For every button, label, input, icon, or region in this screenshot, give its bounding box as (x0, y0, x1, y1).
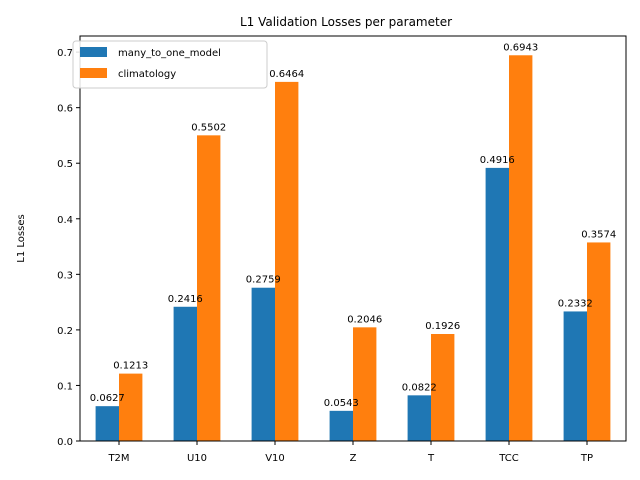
data-label: 0.0822 (402, 382, 437, 393)
y-axis: 0.0 0.1 0.2 0.3 0.4 0.5 0.6 0.7 (57, 48, 80, 448)
data-label: 0.2046 (347, 314, 382, 325)
bar-many_to_one_model-TP (563, 311, 587, 441)
x-tick-label: Z (350, 453, 357, 464)
bar-climatology-U10 (197, 135, 221, 442)
legend-label: climatology (118, 69, 176, 80)
bar-climatology-T2M (119, 373, 143, 441)
data-label: 0.4916 (480, 155, 515, 166)
data-label: 0.5502 (191, 122, 226, 133)
bar-many_to_one_model-TCC (485, 167, 509, 441)
bar-climatology-V10 (275, 81, 299, 441)
data-labels-group: 0.0627 0.2416 0.2759 0.0543 0.0822 0.4916 0.23… (90, 42, 616, 409)
data-label: 0.1926 (425, 321, 460, 332)
bars-group (95, 55, 611, 442)
legend-swatch (80, 47, 107, 57)
data-label: 0.2416 (168, 294, 203, 305)
y-tick-label: 0.3 (57, 270, 73, 281)
bar-many_to_one_model-T2M (95, 406, 119, 441)
x-tick-label: TCC (498, 453, 519, 464)
bar-many_to_one_model-U10 (173, 306, 197, 441)
bar-many_to_one_model-V10 (251, 287, 275, 441)
bar-climatology-TCC (509, 55, 533, 442)
bar-many_to_one_model-Z (329, 410, 353, 441)
y-tick-label: 0.6 (57, 104, 73, 115)
data-label: 0.1213 (113, 361, 148, 372)
plot-frame (79, 35, 627, 442)
y-tick-label: 0.4 (57, 215, 73, 226)
bar-climatology-Z (353, 327, 377, 441)
bar-climatology-T (431, 334, 455, 441)
x-tick-label: T (427, 453, 435, 464)
y-tick-label: 0.7 (57, 48, 73, 59)
legend-box (72, 40, 268, 89)
x-tick-label: TP (580, 453, 593, 464)
y-tick-label: 0.1 (57, 381, 73, 392)
x-tick-label: U10 (187, 453, 207, 464)
x-tick-label: V10 (265, 453, 285, 464)
data-label: 0.0543 (324, 398, 359, 409)
y-tick-label: 0.2 (57, 326, 73, 337)
chart-title: L1 Validation Losses per parameter (240, 15, 452, 29)
bar-climatology-TP (587, 242, 611, 441)
data-label: 0.2332 (558, 298, 593, 309)
data-label: 0.0627 (90, 393, 125, 404)
legend: many_to_one_model climatology (72, 40, 268, 89)
data-label: 0.6464 (269, 69, 304, 80)
bar-many_to_one_model-T (407, 395, 431, 441)
y-tick-label: 0.5 (57, 159, 73, 170)
x-tick-label: T2M (107, 453, 129, 464)
data-label: 0.6943 (503, 42, 538, 53)
y-axis-title: L1 Losses (16, 214, 27, 262)
x-axis: T2M U10 V10 Z T TCC TP (107, 441, 593, 464)
legend-swatch (80, 68, 107, 78)
data-label: 0.2759 (246, 275, 281, 286)
y-tick-label: 0.0 (57, 437, 73, 448)
data-label: 0.3574 (581, 229, 616, 240)
legend-label: many_to_one_model (118, 48, 221, 59)
